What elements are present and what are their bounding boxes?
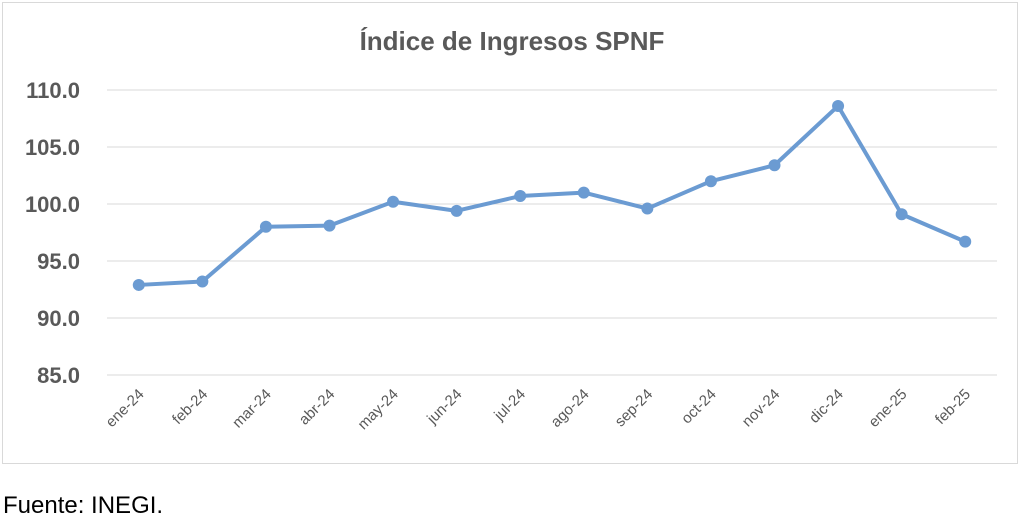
source-note: Fuente: INEGI. bbox=[3, 492, 164, 519]
y-axis-ticks: 85.0 90.0 95.0 100.0 105.0 110.0 bbox=[25, 78, 80, 388]
y-tick-label: 100.0 bbox=[25, 192, 80, 217]
x-tick-label: ago-24 bbox=[548, 386, 593, 431]
x-tick-label: oct-24 bbox=[678, 386, 720, 428]
data-point bbox=[832, 99, 845, 112]
data-point bbox=[514, 190, 527, 203]
data-point bbox=[895, 208, 908, 221]
x-tick-label: ene-24 bbox=[103, 386, 148, 431]
data-point bbox=[959, 235, 972, 248]
x-tick-label: nov-24 bbox=[739, 386, 783, 430]
data-point bbox=[768, 159, 781, 172]
x-tick-label: sep-24 bbox=[612, 386, 656, 430]
x-tick-label: feb-25 bbox=[932, 386, 974, 428]
line-chart: Índice de Ingresos SPNF 85.0 90.0 95.0 100.… bbox=[25, 26, 997, 433]
chart-frame bbox=[2, 2, 1018, 464]
x-axis-ticks: ene-24 feb-24 mar-24 abr-24 may-24 jun-24 jul-… bbox=[103, 386, 974, 433]
x-tick-label: mar-24 bbox=[229, 386, 275, 432]
y-tick-label: 85.0 bbox=[37, 363, 80, 388]
series-layer bbox=[132, 99, 972, 291]
x-tick-label: abr-24 bbox=[296, 386, 339, 429]
data-point bbox=[387, 195, 400, 208]
x-tick-label: dic-24 bbox=[806, 386, 847, 427]
series-line bbox=[138, 103, 967, 287]
grid-lines bbox=[107, 89, 997, 376]
data-point bbox=[323, 219, 336, 232]
x-tick-label: may-24 bbox=[355, 386, 402, 433]
data-point bbox=[450, 204, 463, 217]
data-point bbox=[577, 186, 590, 199]
y-tick-label: 90.0 bbox=[37, 306, 80, 331]
x-tick-label: jun-24 bbox=[423, 386, 465, 428]
x-tick-label: jul-24 bbox=[490, 386, 529, 425]
data-point bbox=[641, 202, 654, 215]
chart-title: Índice de Ingresos SPNF bbox=[360, 26, 665, 56]
data-point bbox=[196, 275, 209, 288]
x-tick-label: feb-24 bbox=[169, 386, 211, 428]
data-point bbox=[259, 220, 272, 233]
y-tick-label: 95.0 bbox=[37, 249, 80, 274]
x-tick-label: ene-25 bbox=[865, 386, 910, 431]
data-point bbox=[704, 175, 717, 188]
y-tick-label: 110.0 bbox=[26, 78, 80, 103]
y-tick-label: 105.0 bbox=[25, 135, 80, 160]
data-point bbox=[132, 278, 145, 291]
